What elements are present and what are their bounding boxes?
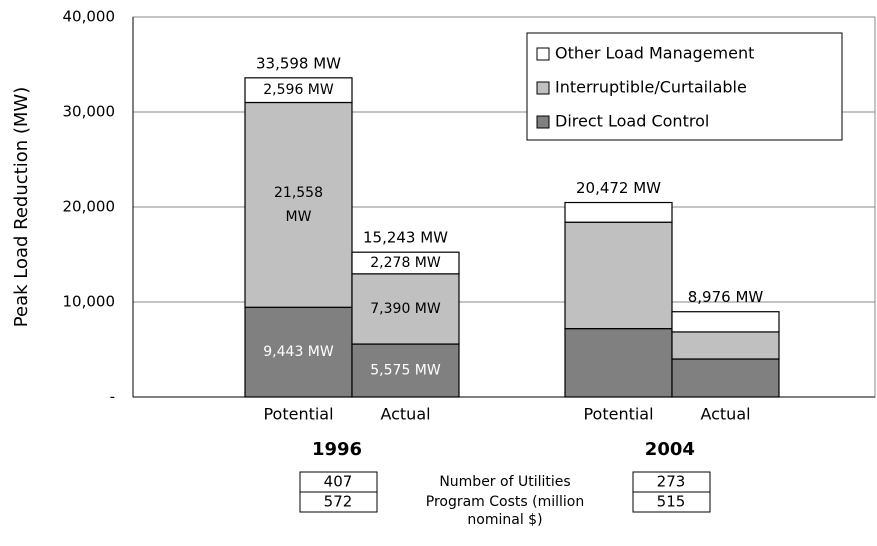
- bar-segment: [671, 311, 780, 333]
- x-tick-label: Actual: [380, 405, 430, 424]
- x-tick-label: Potential: [583, 405, 653, 424]
- table-row-label: Number of Utilities: [439, 474, 570, 490]
- group-label: 1996: [312, 439, 362, 460]
- y-tick-label: -: [110, 388, 115, 406]
- legend-swatch: [536, 81, 550, 95]
- table-value: 572: [324, 493, 353, 511]
- group-label: 2004: [645, 439, 695, 460]
- total-label: 15,243 MW: [363, 229, 448, 247]
- table-row-label-line: nominal $): [467, 512, 542, 528]
- legend-label: Direct Load Control: [555, 112, 709, 131]
- total-label: 33,598 MW: [256, 54, 341, 72]
- table-row-label: Program Costs (million nominal $): [426, 494, 584, 528]
- value-label: 21,558 MW: [274, 185, 323, 225]
- bar-segment: [244, 306, 353, 398]
- total-label: 8,976 MW: [688, 288, 764, 306]
- total-label: 20,472 MW: [576, 179, 661, 197]
- value-label: 5,575 MW: [370, 363, 441, 379]
- value-label: 9,443 MW: [263, 344, 334, 360]
- bar-segment: [351, 343, 460, 398]
- y-tick-label: 40,000: [63, 8, 116, 26]
- bar-segment: [671, 331, 780, 360]
- value-label: 2,278 MW: [370, 255, 441, 271]
- x-tick-label: Actual: [700, 405, 750, 424]
- table-cell: [632, 491, 711, 513]
- bar-segment: [351, 251, 460, 275]
- legend-label: Interruptible/Curtailable: [555, 78, 747, 97]
- bar-segment: [351, 273, 460, 345]
- value-label-line: 21,558: [274, 185, 323, 201]
- legend-box: [526, 32, 843, 141]
- bar-segment: [564, 328, 673, 398]
- table-value: 515: [657, 493, 686, 511]
- y-tick-label: 30,000: [63, 103, 116, 121]
- legend-label: Other Load Management: [555, 44, 754, 63]
- table-value: 407: [324, 473, 353, 491]
- x-tick-label: Potential: [263, 405, 333, 424]
- legend-swatch: [536, 115, 550, 129]
- bar-segment: [564, 221, 673, 330]
- bar-segment: [671, 358, 780, 398]
- value-label-line: MW: [286, 209, 312, 225]
- y-axis-title: Peak Load Reduction (MW): [11, 87, 32, 327]
- value-label: 2,596 MW: [263, 82, 334, 98]
- legend-swatch: [536, 47, 550, 61]
- value-label: 7,390 MW: [370, 301, 441, 317]
- bar-segment: [244, 77, 353, 104]
- table-cell: [299, 491, 378, 513]
- y-tick-label: 20,000: [63, 198, 116, 216]
- y-tick-label: 10,000: [63, 293, 116, 311]
- bar-segment: [564, 201, 673, 223]
- table-value: 273: [657, 473, 686, 491]
- table-row-label-line: Program Costs (million: [426, 494, 584, 510]
- bar-segment: [244, 101, 353, 308]
